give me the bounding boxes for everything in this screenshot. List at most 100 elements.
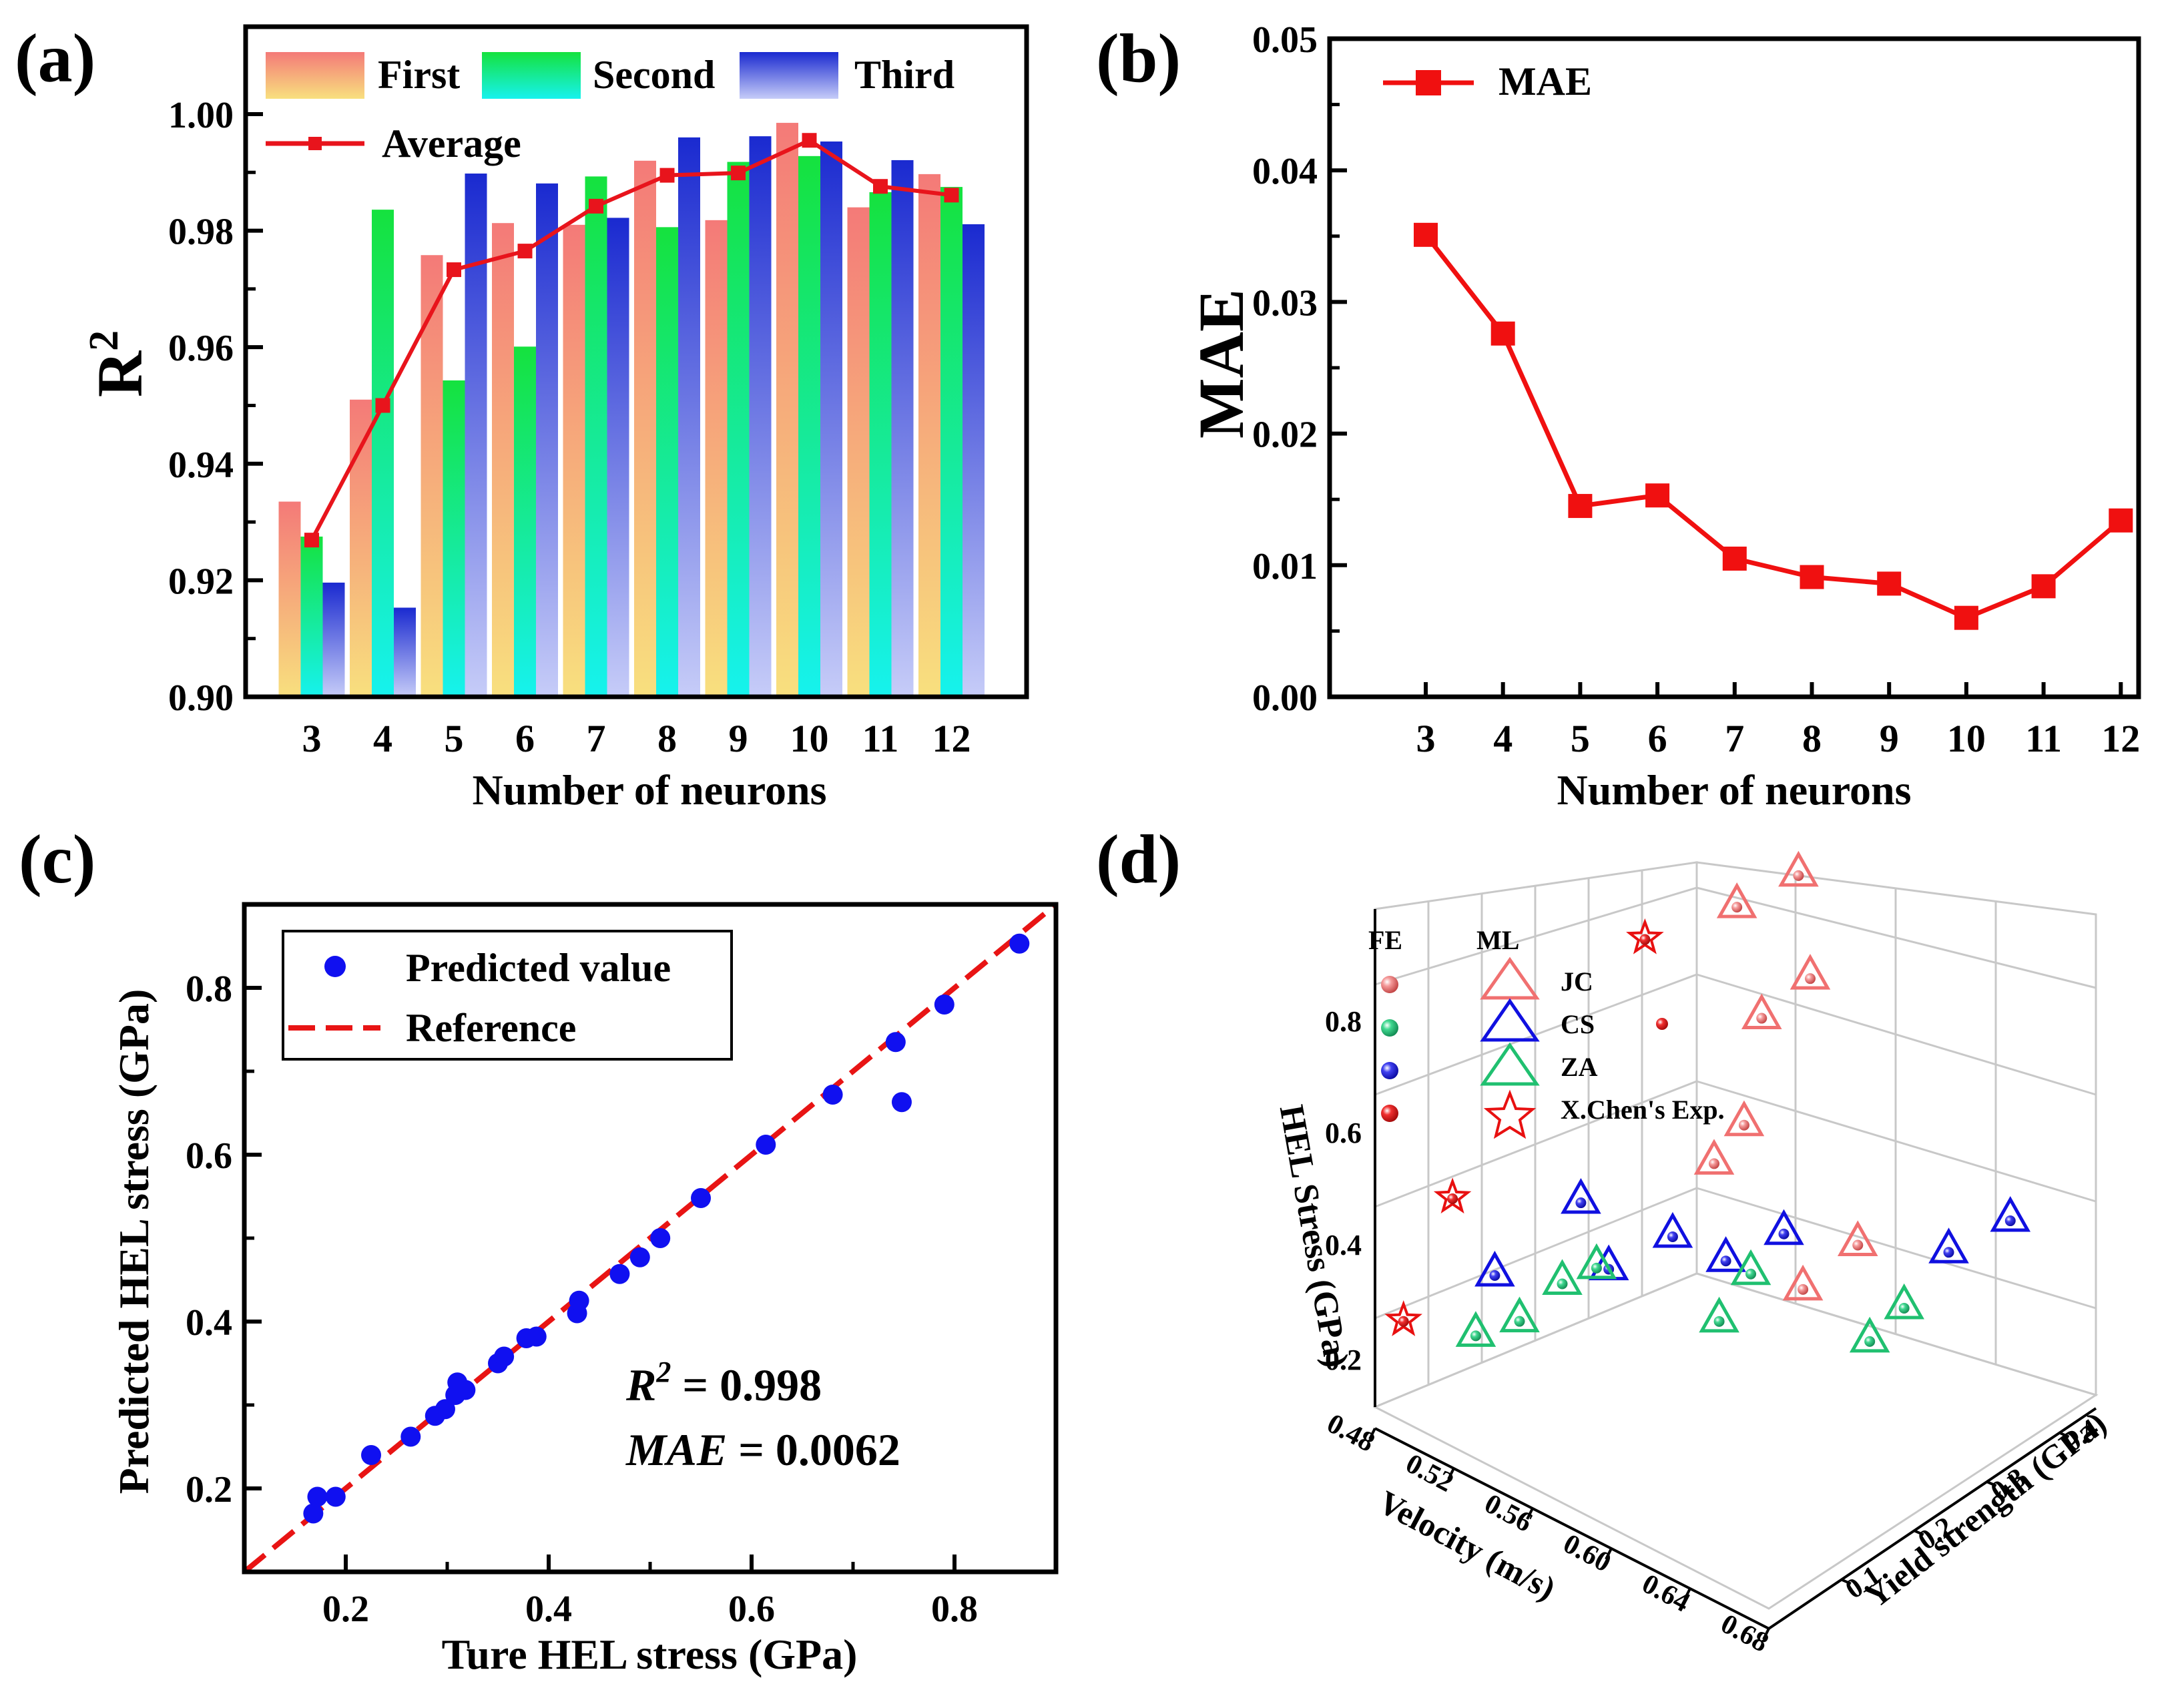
- d-x-tick-label: 0.64: [1637, 1569, 1694, 1619]
- a-average-marker: [731, 166, 746, 181]
- d-legend-triangle-cs: [1480, 998, 1540, 1042]
- c-predicted-point: [435, 1399, 455, 1420]
- b-x-tick-label: 3: [1416, 717, 1436, 760]
- b-x-tick-label: 8: [1802, 717, 1822, 760]
- panel-c-scatter-chart: (c) 0.2 0.4 0.6 0.8 0.2 0.4 0.6 0.8 Ture HEL s…: [19, 821, 1059, 1678]
- a-bar-first: [421, 255, 443, 697]
- c-x-tick-label: 0.8: [931, 1589, 978, 1630]
- d-x-axis: [1374, 1427, 1769, 1630]
- a-average-marker: [447, 262, 461, 278]
- a-bar-first: [847, 207, 870, 697]
- a-x-tick-label: 7: [587, 717, 606, 760]
- c-predicted-point: [891, 1092, 912, 1113]
- c-plot-frame: [242, 902, 1059, 1575]
- b-mae-marker: [1722, 546, 1747, 571]
- a-x-tick-label: 8: [657, 717, 677, 760]
- b-mae-polyline: [1424, 233, 2123, 621]
- d-grid: [1374, 973, 1697, 1096]
- a-bar-third: [465, 174, 487, 697]
- a-bar-first: [705, 220, 728, 697]
- c-x-tick-label: 0.2: [322, 1589, 369, 1630]
- a-bar-second: [869, 192, 892, 697]
- d-axes: [1374, 909, 2097, 1630]
- d-point-cs-triangle: [1652, 1211, 1693, 1248]
- d-grid: [1696, 1187, 2097, 1310]
- b-mae-marker: [1490, 321, 1515, 346]
- a-bar-second: [514, 346, 536, 697]
- d-point-exp-star: [1433, 1177, 1472, 1214]
- c-legend-marker-predicted: [324, 956, 346, 977]
- d-point-exp-ball: [1447, 1193, 1458, 1204]
- panel-b-line-chart: (b) 0.00 0.01 0.02 0.03 0.04 0.05 3 4 5 6 7 8 9 10 11…: [1096, 19, 2141, 814]
- d-legend-label-za: ZA: [1561, 1052, 1598, 1082]
- a-y-axis-title: R2: [81, 330, 156, 397]
- d-point-exp-ball: [1639, 934, 1651, 945]
- a-x-tick-label: 4: [373, 717, 392, 760]
- a-bar-third: [891, 160, 914, 697]
- d-z-tick-label: 0.4: [1325, 1229, 1362, 1261]
- d-x-tick-label: 0.60: [1558, 1528, 1615, 1579]
- c-x-axis-title: Ture HEL stress (GPa): [442, 1631, 858, 1678]
- c-x-tick-label: 0.6: [728, 1589, 775, 1630]
- c-predicted-point: [526, 1326, 547, 1347]
- c-reference-dashed-line: [242, 902, 1058, 1575]
- b-y-tick-label: 0.03: [1252, 282, 1318, 324]
- a-y-tick-label: 0.94: [168, 445, 234, 486]
- a-bar-third: [963, 224, 985, 697]
- c-annotation-mae: MAE = 0.0062: [625, 1424, 900, 1475]
- c-predicted-point: [822, 1085, 843, 1105]
- d-point-cs-triangle: [1763, 1209, 1804, 1245]
- d-tick-labels: 0.20.40.60.80.480.520.560.600.640.680.10…: [1322, 1005, 2104, 1659]
- b-legend: MAE: [1383, 59, 1592, 103]
- c-predicted-point: [756, 1135, 776, 1155]
- b-mae-marker: [1877, 571, 1902, 596]
- b-legend-label-mae: MAE: [1498, 59, 1592, 103]
- b-y-tick-label: 0.04: [1252, 151, 1318, 192]
- b-x-tick-labels: 3 4 5 6 7 8 9 10 11 12: [1416, 717, 2141, 760]
- a-bar-third: [820, 141, 842, 697]
- a-average-marker: [517, 244, 533, 259]
- b-mae-marker: [1954, 605, 1978, 630]
- c-y-tick-label: 0.6: [186, 1135, 232, 1177]
- b-mae-marker: [1568, 494, 1593, 519]
- d-grid: [1374, 1187, 1697, 1320]
- a-x-tick-label: 5: [445, 717, 464, 760]
- d-x-tick-label: 0.52: [1400, 1448, 1458, 1498]
- d-z-tick-label: 0.6: [1325, 1117, 1362, 1149]
- c-predicted-point: [1009, 933, 1030, 954]
- d-legend-header-ml: ML: [1476, 925, 1519, 955]
- c-predicted-point: [650, 1228, 671, 1248]
- a-y-tick-label: 1.00: [168, 95, 234, 136]
- d-box-walls: [1372, 861, 2099, 1610]
- c-predicted-point: [885, 1032, 906, 1053]
- d-point-jc-ball: [1738, 1119, 1749, 1131]
- a-x-tick-label: 10: [790, 717, 829, 760]
- d-legend-label-jc: JC: [1561, 966, 1593, 997]
- panel-label-a: (a): [15, 20, 95, 97]
- d-legend-label-cs: CS: [1561, 1009, 1595, 1039]
- b-y-tick-labels: 0.00 0.01 0.02 0.03 0.04 0.05: [1252, 19, 1318, 719]
- d-y-tick: [1913, 1529, 1924, 1536]
- d-point-cs-ball: [1778, 1228, 1790, 1239]
- d-point-jc-triangle: [1790, 954, 1831, 990]
- a-bar-third: [322, 582, 345, 697]
- d-point-za-triangle: [1699, 1296, 1739, 1333]
- d-point-cs-ball: [2004, 1215, 2016, 1227]
- c-predicted-point: [691, 1188, 711, 1208]
- d-legend-ball-exp: [1381, 1105, 1398, 1122]
- b-x-tick-label: 7: [1725, 717, 1744, 760]
- b-plot-frame: [1327, 36, 2141, 699]
- c-legend-label-predicted: Predicted value: [406, 946, 671, 990]
- a-y-axis-title-base: R: [84, 350, 156, 397]
- a-bar-second: [940, 187, 963, 697]
- d-point-za-ball: [1898, 1302, 1910, 1314]
- b-axis-ticks: [1330, 37, 2123, 699]
- c-y-tick-label: 0.4: [186, 1302, 232, 1344]
- d-point-jc-ball: [1756, 1013, 1767, 1024]
- a-bar-first: [278, 501, 301, 697]
- c-predicted-point: [629, 1247, 650, 1267]
- d-legend-ball-za: [1381, 1019, 1398, 1037]
- c-reference-line: [242, 902, 1058, 1575]
- d-point-cs-ball: [1943, 1247, 1954, 1258]
- d-point-jc-ball: [1805, 973, 1816, 984]
